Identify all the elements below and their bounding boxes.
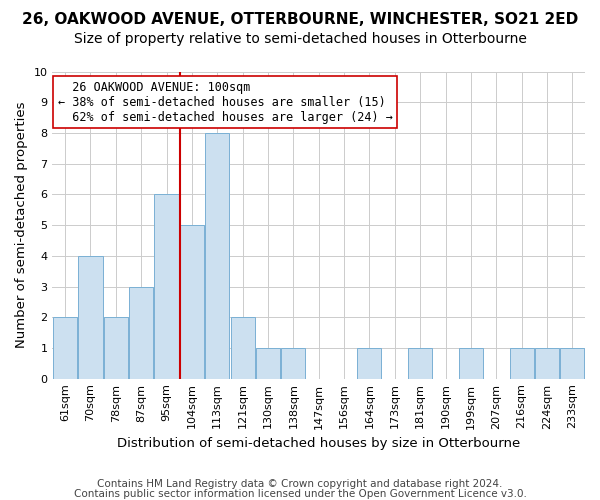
X-axis label: Distribution of semi-detached houses by size in Otterbourne: Distribution of semi-detached houses by … [117, 437, 520, 450]
Bar [560, 348, 584, 378]
Bar [256, 348, 280, 378]
Bar [535, 348, 559, 378]
Bar [509, 348, 533, 378]
Y-axis label: Number of semi-detached properties: Number of semi-detached properties [15, 102, 28, 348]
Text: 26, OAKWOOD AVENUE, OTTERBOURNE, WINCHESTER, SO21 2ED: 26, OAKWOOD AVENUE, OTTERBOURNE, WINCHES… [22, 12, 578, 28]
Bar [180, 225, 204, 378]
Bar [53, 317, 77, 378]
Bar [205, 133, 229, 378]
Bar [408, 348, 432, 378]
Bar [154, 194, 179, 378]
Text: 26 OAKWOOD AVENUE: 100sqm
← 38% of semi-detached houses are smaller (15)
  62% o: 26 OAKWOOD AVENUE: 100sqm ← 38% of semi-… [58, 80, 392, 124]
Bar [104, 317, 128, 378]
Bar [79, 256, 103, 378]
Bar [281, 348, 305, 378]
Bar [459, 348, 483, 378]
Text: Size of property relative to semi-detached houses in Otterbourne: Size of property relative to semi-detach… [74, 32, 526, 46]
Bar [230, 317, 254, 378]
Bar [358, 348, 382, 378]
Text: Contains public sector information licensed under the Open Government Licence v3: Contains public sector information licen… [74, 489, 526, 499]
Bar [129, 286, 153, 378]
Text: Contains HM Land Registry data © Crown copyright and database right 2024.: Contains HM Land Registry data © Crown c… [97, 479, 503, 489]
